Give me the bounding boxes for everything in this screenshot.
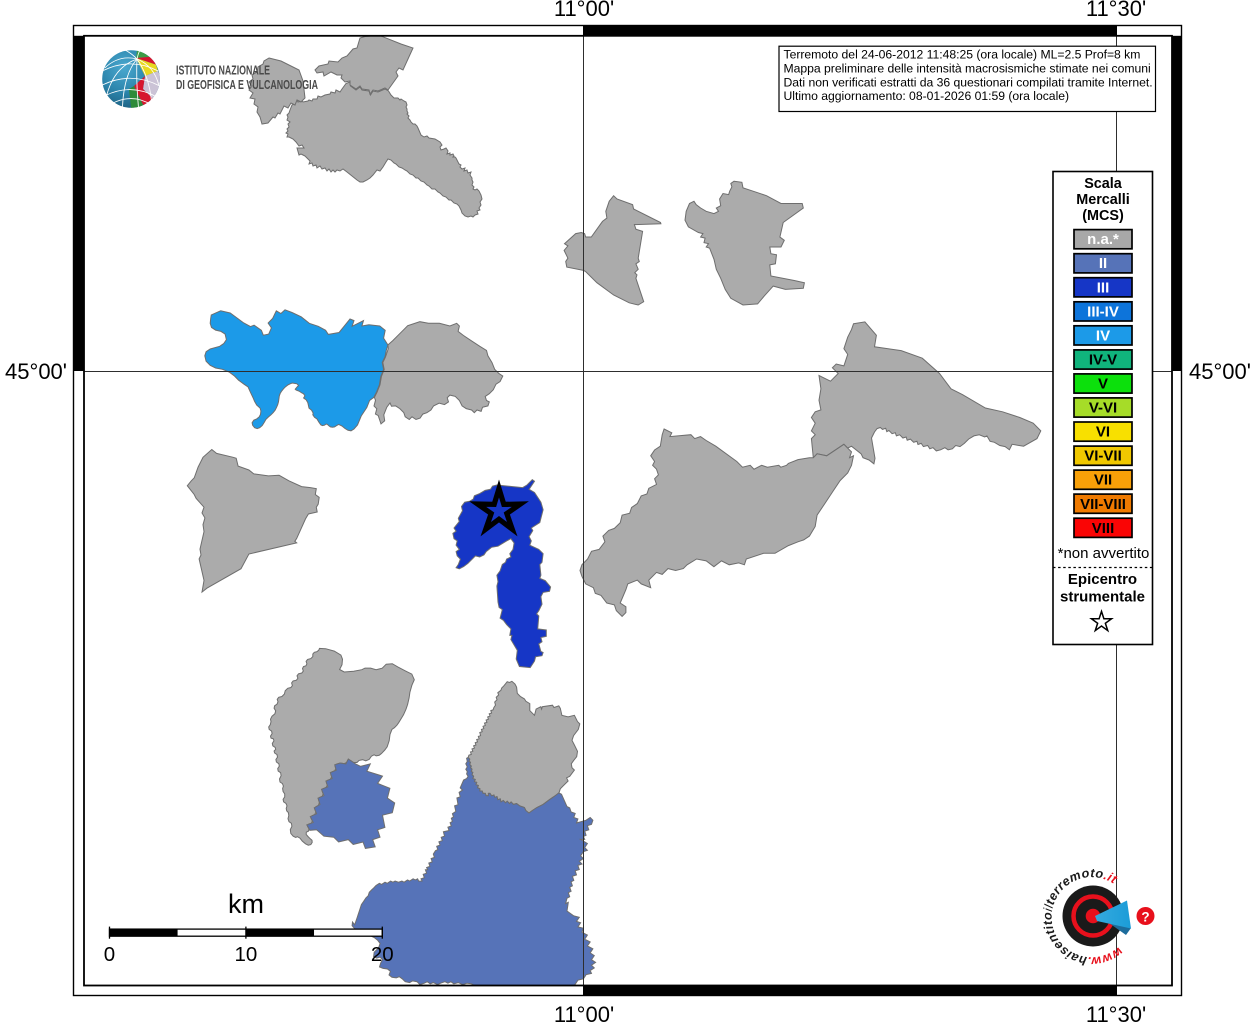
svg-text:11°30': 11°30' [1086,1002,1146,1024]
svg-text:10: 10 [234,943,257,966]
svg-text:Ultimo aggiornamento: 08-01-20: Ultimo aggiornamento: 08-01-2026 01:59 (… [784,89,1070,103]
svg-text:ISTITUTO NAZIONALE: ISTITUTO NAZIONALE [176,64,270,78]
svg-text:45°00': 45°00' [1189,359,1251,384]
svg-text:DI GEOFISICA E VULCANOLOGIA: DI GEOFISICA E VULCANOLOGIA [176,78,318,92]
svg-text:VII-VIII: VII-VIII [1080,496,1126,513]
svg-text:Mappa preliminare delle intens: Mappa preliminare delle intensità macros… [784,61,1151,75]
svg-text:Epicentro: Epicentro [1068,571,1137,588]
svg-text:0: 0 [104,943,115,966]
svg-text:Dati non verificati estratti d: Dati non verificati estratti da 36 quest… [784,75,1153,89]
svg-text:*non avvertito: *non avvertito [1058,545,1150,562]
svg-text:IV: IV [1096,327,1110,344]
svg-text:20: 20 [371,943,394,966]
svg-text:IV-V: IV-V [1089,352,1117,369]
svg-text:n.a.*: n.a.* [1087,231,1119,248]
svg-text:strumentale: strumentale [1060,589,1145,606]
svg-text:V-VI: V-VI [1089,400,1117,417]
svg-text:Scala: Scala [1084,176,1123,192]
svg-text:11°30': 11°30' [1086,0,1146,21]
svg-text:11°00': 11°00' [554,0,614,21]
svg-text:45°00': 45°00' [5,359,67,384]
svg-text:(MCS): (MCS) [1082,208,1124,224]
svg-text:?: ? [1141,910,1149,925]
svg-text:VI: VI [1096,424,1110,441]
svg-text:V: V [1098,376,1108,393]
svg-text:VI-VII: VI-VII [1084,448,1122,465]
svg-text:km: km [228,889,264,919]
svg-text:Terremoto del 24-06-2012 11:48: Terremoto del 24-06-2012 11:48:25 (ora l… [784,48,1141,62]
svg-text:III: III [1097,279,1110,296]
svg-text:III-IV: III-IV [1087,303,1119,320]
svg-text:11°00': 11°00' [554,1002,614,1024]
svg-text:VII: VII [1094,472,1112,489]
svg-text:Mercalli: Mercalli [1076,192,1130,208]
svg-text:VIII: VIII [1092,520,1115,537]
svg-text:II: II [1099,255,1107,272]
